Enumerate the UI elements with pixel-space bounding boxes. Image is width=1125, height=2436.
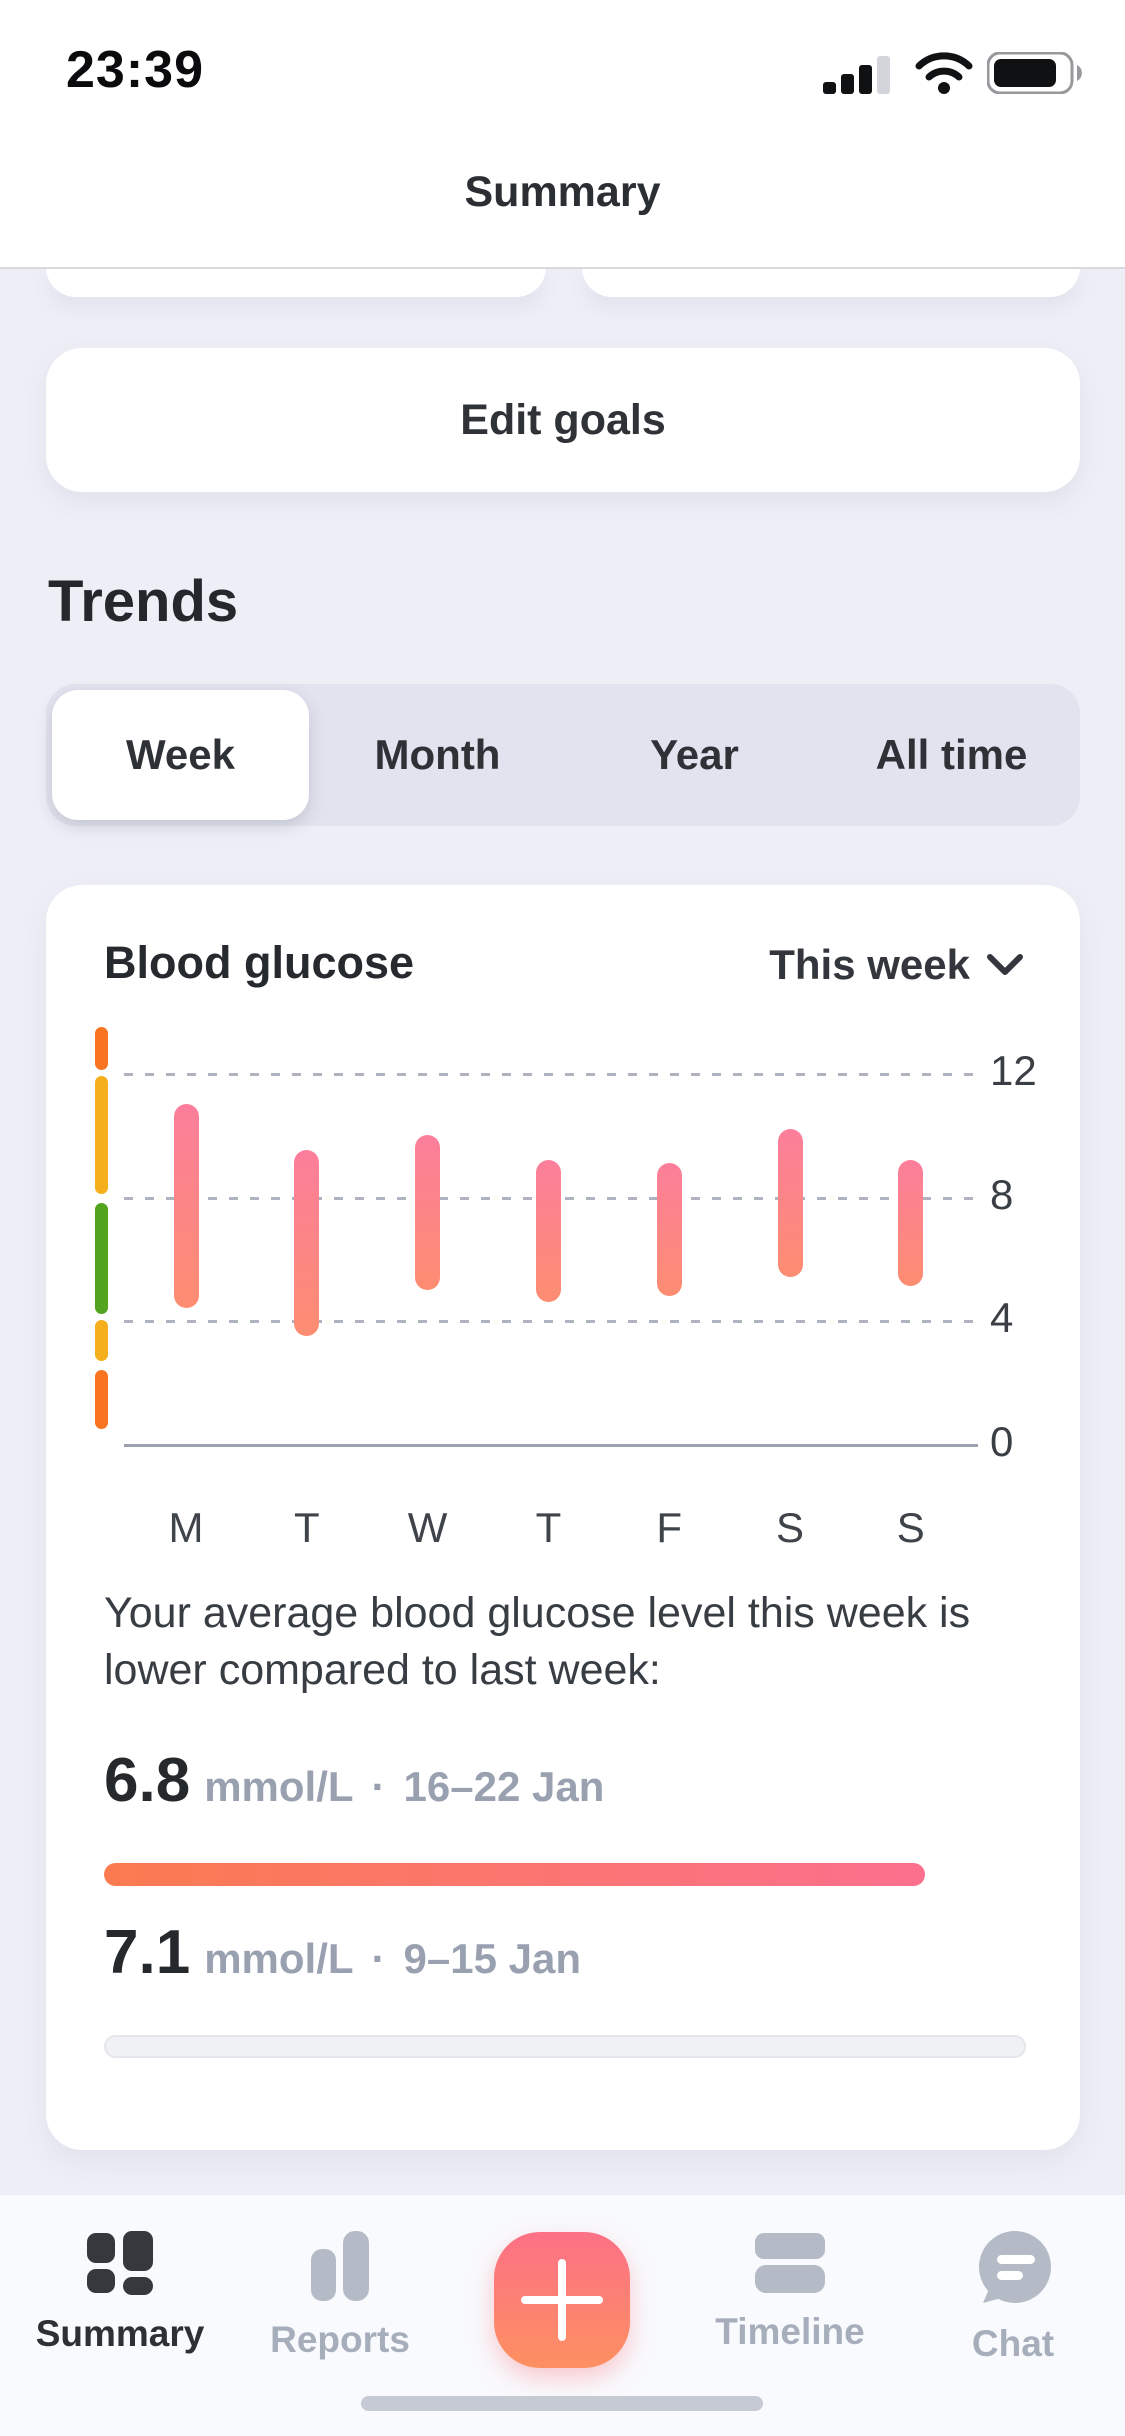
current-week-progress-bar <box>104 1863 925 1886</box>
edit-goals-label: Edit goals <box>460 395 666 444</box>
glucose-range-bar-2[interactable] <box>415 1135 441 1290</box>
status-time: 23:39 <box>66 41 204 99</box>
previous-week-average-row: 7.1 mmol/L · 9–15 Jan <box>104 1917 581 1988</box>
goal-card-partial-left <box>46 267 546 297</box>
battery-icon <box>987 52 1082 94</box>
tab-bar: Summary Reports Timeline Chat <box>0 2195 1125 2436</box>
edit-goals-button[interactable]: Edit goals <box>46 348 1080 492</box>
wifi-icon <box>915 52 973 94</box>
trends-heading: Trends <box>48 569 239 634</box>
current-week-dates: 16–22 Jan <box>403 1763 605 1810</box>
previous-week-unit: mmol/L <box>204 1935 354 1982</box>
dot-separator: · <box>371 1763 386 1810</box>
tab-reports[interactable]: Reports <box>260 2231 420 2361</box>
page-title: Summary <box>464 168 661 216</box>
chat-bubble-icon <box>979 2231 1051 2303</box>
status-icons <box>823 52 1087 94</box>
plus-icon <box>521 2259 603 2341</box>
tab-summary[interactable]: Summary <box>36 2231 204 2355</box>
previous-week-value: 7.1 <box>104 1918 191 1987</box>
tab-summary-label: Summary <box>35 2313 205 2354</box>
add-entry-button[interactable] <box>494 2232 630 2368</box>
current-week-value: 6.8 <box>104 1746 191 1815</box>
goal-card-partial-right <box>582 267 1080 297</box>
cellular-signal-icon <box>823 56 890 94</box>
glucose-range-bar-4[interactable] <box>656 1162 682 1296</box>
header: 23:39 Summary <box>0 0 1125 269</box>
glucose-range-bar-5[interactable] <box>777 1128 803 1278</box>
trends-tab-week[interactable]: Week <box>52 690 309 820</box>
current-week-unit: mmol/L <box>204 1763 354 1810</box>
glucose-range-bar-3[interactable] <box>535 1159 561 1302</box>
previous-week-progress-track <box>104 2035 1026 2058</box>
reports-bars-icon <box>311 2231 369 2301</box>
trends-period-segmented-control: Week Month Year All time <box>46 684 1080 826</box>
period-dropdown-label: This week <box>769 941 970 988</box>
previous-week-dates: 9–15 Jan <box>403 1935 582 1982</box>
chevron-down-icon <box>987 954 1023 975</box>
tab-timeline-label: Timeline <box>715 2311 865 2352</box>
period-dropdown[interactable]: This week <box>769 941 1024 989</box>
glucose-range-bar-6[interactable] <box>898 1159 924 1287</box>
trends-tab-all-time[interactable]: All time <box>875 731 1028 778</box>
chart-title: Blood glucose <box>104 937 415 988</box>
tab-timeline[interactable]: Timeline <box>710 2231 870 2353</box>
dot-separator: · <box>371 1935 386 1982</box>
tab-chat-label: Chat <box>971 2323 1055 2364</box>
trends-tab-year[interactable]: Year <box>650 731 739 778</box>
current-week-average-row: 6.8 mmol/L · 16–22 Jan <box>104 1745 604 1816</box>
glucose-range-bar-1[interactable] <box>294 1150 320 1336</box>
weekly-summary-text: Your average blood glucose level this we… <box>104 1589 971 1694</box>
tab-chat[interactable]: Chat <box>938 2231 1088 2365</box>
timeline-rows-icon <box>755 2233 825 2293</box>
trends-tab-month[interactable]: Month <box>374 731 501 778</box>
blood-glucose-card: Blood glucose This week Your average blo… <box>46 885 1080 2150</box>
home-indicator[interactable] <box>361 2396 763 2411</box>
glucose-range-bar-0[interactable] <box>173 1104 199 1309</box>
tab-reports-label: Reports <box>270 2319 410 2360</box>
summary-grid-icon <box>87 2231 153 2295</box>
